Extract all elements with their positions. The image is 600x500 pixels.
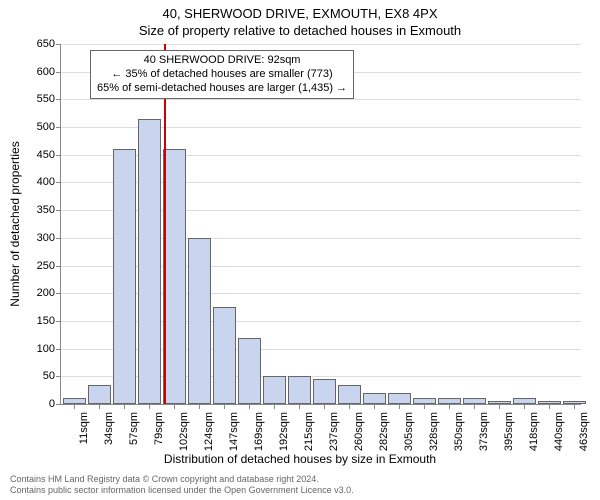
bar [213,307,236,404]
xtick-label: 350sqm [453,412,465,451]
gridline [61,44,581,45]
ytick-mark [56,293,61,294]
ytick-label: 250 [25,260,55,272]
xtick-label: 328sqm [428,412,440,451]
annotation-line1: 40 SHERWOOD DRIVE: 92sqm [97,54,347,68]
xtick-label: 169sqm [253,412,265,451]
xtick-mark [74,404,75,409]
ytick-mark [56,72,61,73]
ytick-label: 50 [25,370,55,382]
xtick-mark [149,404,150,409]
xtick-label: 418sqm [528,412,540,451]
title-sub: Size of property relative to detached ho… [0,21,600,38]
ytick-mark [56,44,61,45]
xtick-mark [199,404,200,409]
xtick-mark [349,404,350,409]
xtick-mark [424,404,425,409]
ytick-label: 400 [25,176,55,188]
bar [238,338,261,404]
xtick-label: 102sqm [178,412,190,451]
bar [88,385,111,404]
chart-container: 40, SHERWOOD DRIVE, EXMOUTH, EX8 4PX Siz… [0,0,600,500]
bar [263,376,286,404]
ytick-label: 100 [25,343,55,355]
annotation-line2: ← 35% of detached houses are smaller (77… [97,68,347,82]
xtick-label: 237sqm [328,412,340,451]
ytick-label: 550 [25,93,55,105]
bar [113,149,136,404]
ytick-mark [56,238,61,239]
footer: Contains HM Land Registry data © Crown c… [10,474,354,496]
xtick-mark [499,404,500,409]
xtick-mark [124,404,125,409]
xtick-label: 463sqm [578,412,590,451]
ytick-mark [56,349,61,350]
ytick-label: 350 [25,204,55,216]
xtick-mark [224,404,225,409]
bar [338,385,361,404]
footer-line1: Contains HM Land Registry data © Crown c… [10,474,354,485]
xtick-label: 260sqm [353,412,365,451]
ytick-label: 0 [25,398,55,410]
ytick-mark [56,376,61,377]
ytick-mark [56,210,61,211]
xtick-mark [574,404,575,409]
xtick-label: 373sqm [478,412,490,451]
ytick-mark [56,155,61,156]
bar [138,119,161,404]
ytick-label: 600 [25,66,55,78]
ytick-label: 150 [25,315,55,327]
ytick-mark [56,182,61,183]
ytick-label: 200 [25,287,55,299]
xtick-mark [399,404,400,409]
annotation-line3: 65% of semi-detached houses are larger (… [97,82,347,96]
xtick-label: 440sqm [553,412,565,451]
bar [188,238,211,404]
xtick-label: 79sqm [153,412,165,445]
xtick-mark [374,404,375,409]
ytick-label: 450 [25,149,55,161]
xtick-mark [449,404,450,409]
xtick-mark [299,404,300,409]
xtick-mark [274,404,275,409]
xtick-label: 305sqm [403,412,415,451]
ytick-label: 500 [25,121,55,133]
bar [163,149,186,404]
ytick-mark [56,321,61,322]
xtick-label: 147sqm [228,412,240,451]
xtick-mark [474,404,475,409]
xtick-mark [549,404,550,409]
ytick-label: 300 [25,232,55,244]
x-axis-label: Distribution of detached houses by size … [0,452,600,466]
ytick-mark [56,99,61,100]
xtick-mark [524,404,525,409]
bar [313,379,336,404]
xtick-label: 124sqm [203,412,215,451]
bar [288,376,311,404]
title-main: 40, SHERWOOD DRIVE, EXMOUTH, EX8 4PX [0,0,600,21]
footer-line2: Contains public sector information licen… [10,485,354,496]
annotation-box: 40 SHERWOOD DRIVE: 92sqm ← 35% of detach… [90,50,354,99]
bar [388,393,411,404]
gridline [61,99,581,100]
xtick-mark [99,404,100,409]
xtick-label: 11sqm [78,412,90,444]
xtick-label: 192sqm [278,412,290,451]
xtick-mark [324,404,325,409]
xtick-label: 57sqm [128,412,140,445]
ytick-label: 650 [25,38,55,50]
xtick-label: 34sqm [103,412,115,445]
xtick-mark [174,404,175,409]
xtick-label: 282sqm [378,412,390,451]
xtick-label: 215sqm [303,412,315,451]
ytick-mark [56,404,61,405]
chart-area: 11sqm34sqm57sqm79sqm102sqm124sqm147sqm16… [60,44,580,404]
y-axis-label: Number of detached properties [8,141,22,306]
ytick-mark [56,127,61,128]
xtick-mark [249,404,250,409]
ytick-mark [56,266,61,267]
xtick-label: 395sqm [503,412,515,451]
bar [363,393,386,404]
